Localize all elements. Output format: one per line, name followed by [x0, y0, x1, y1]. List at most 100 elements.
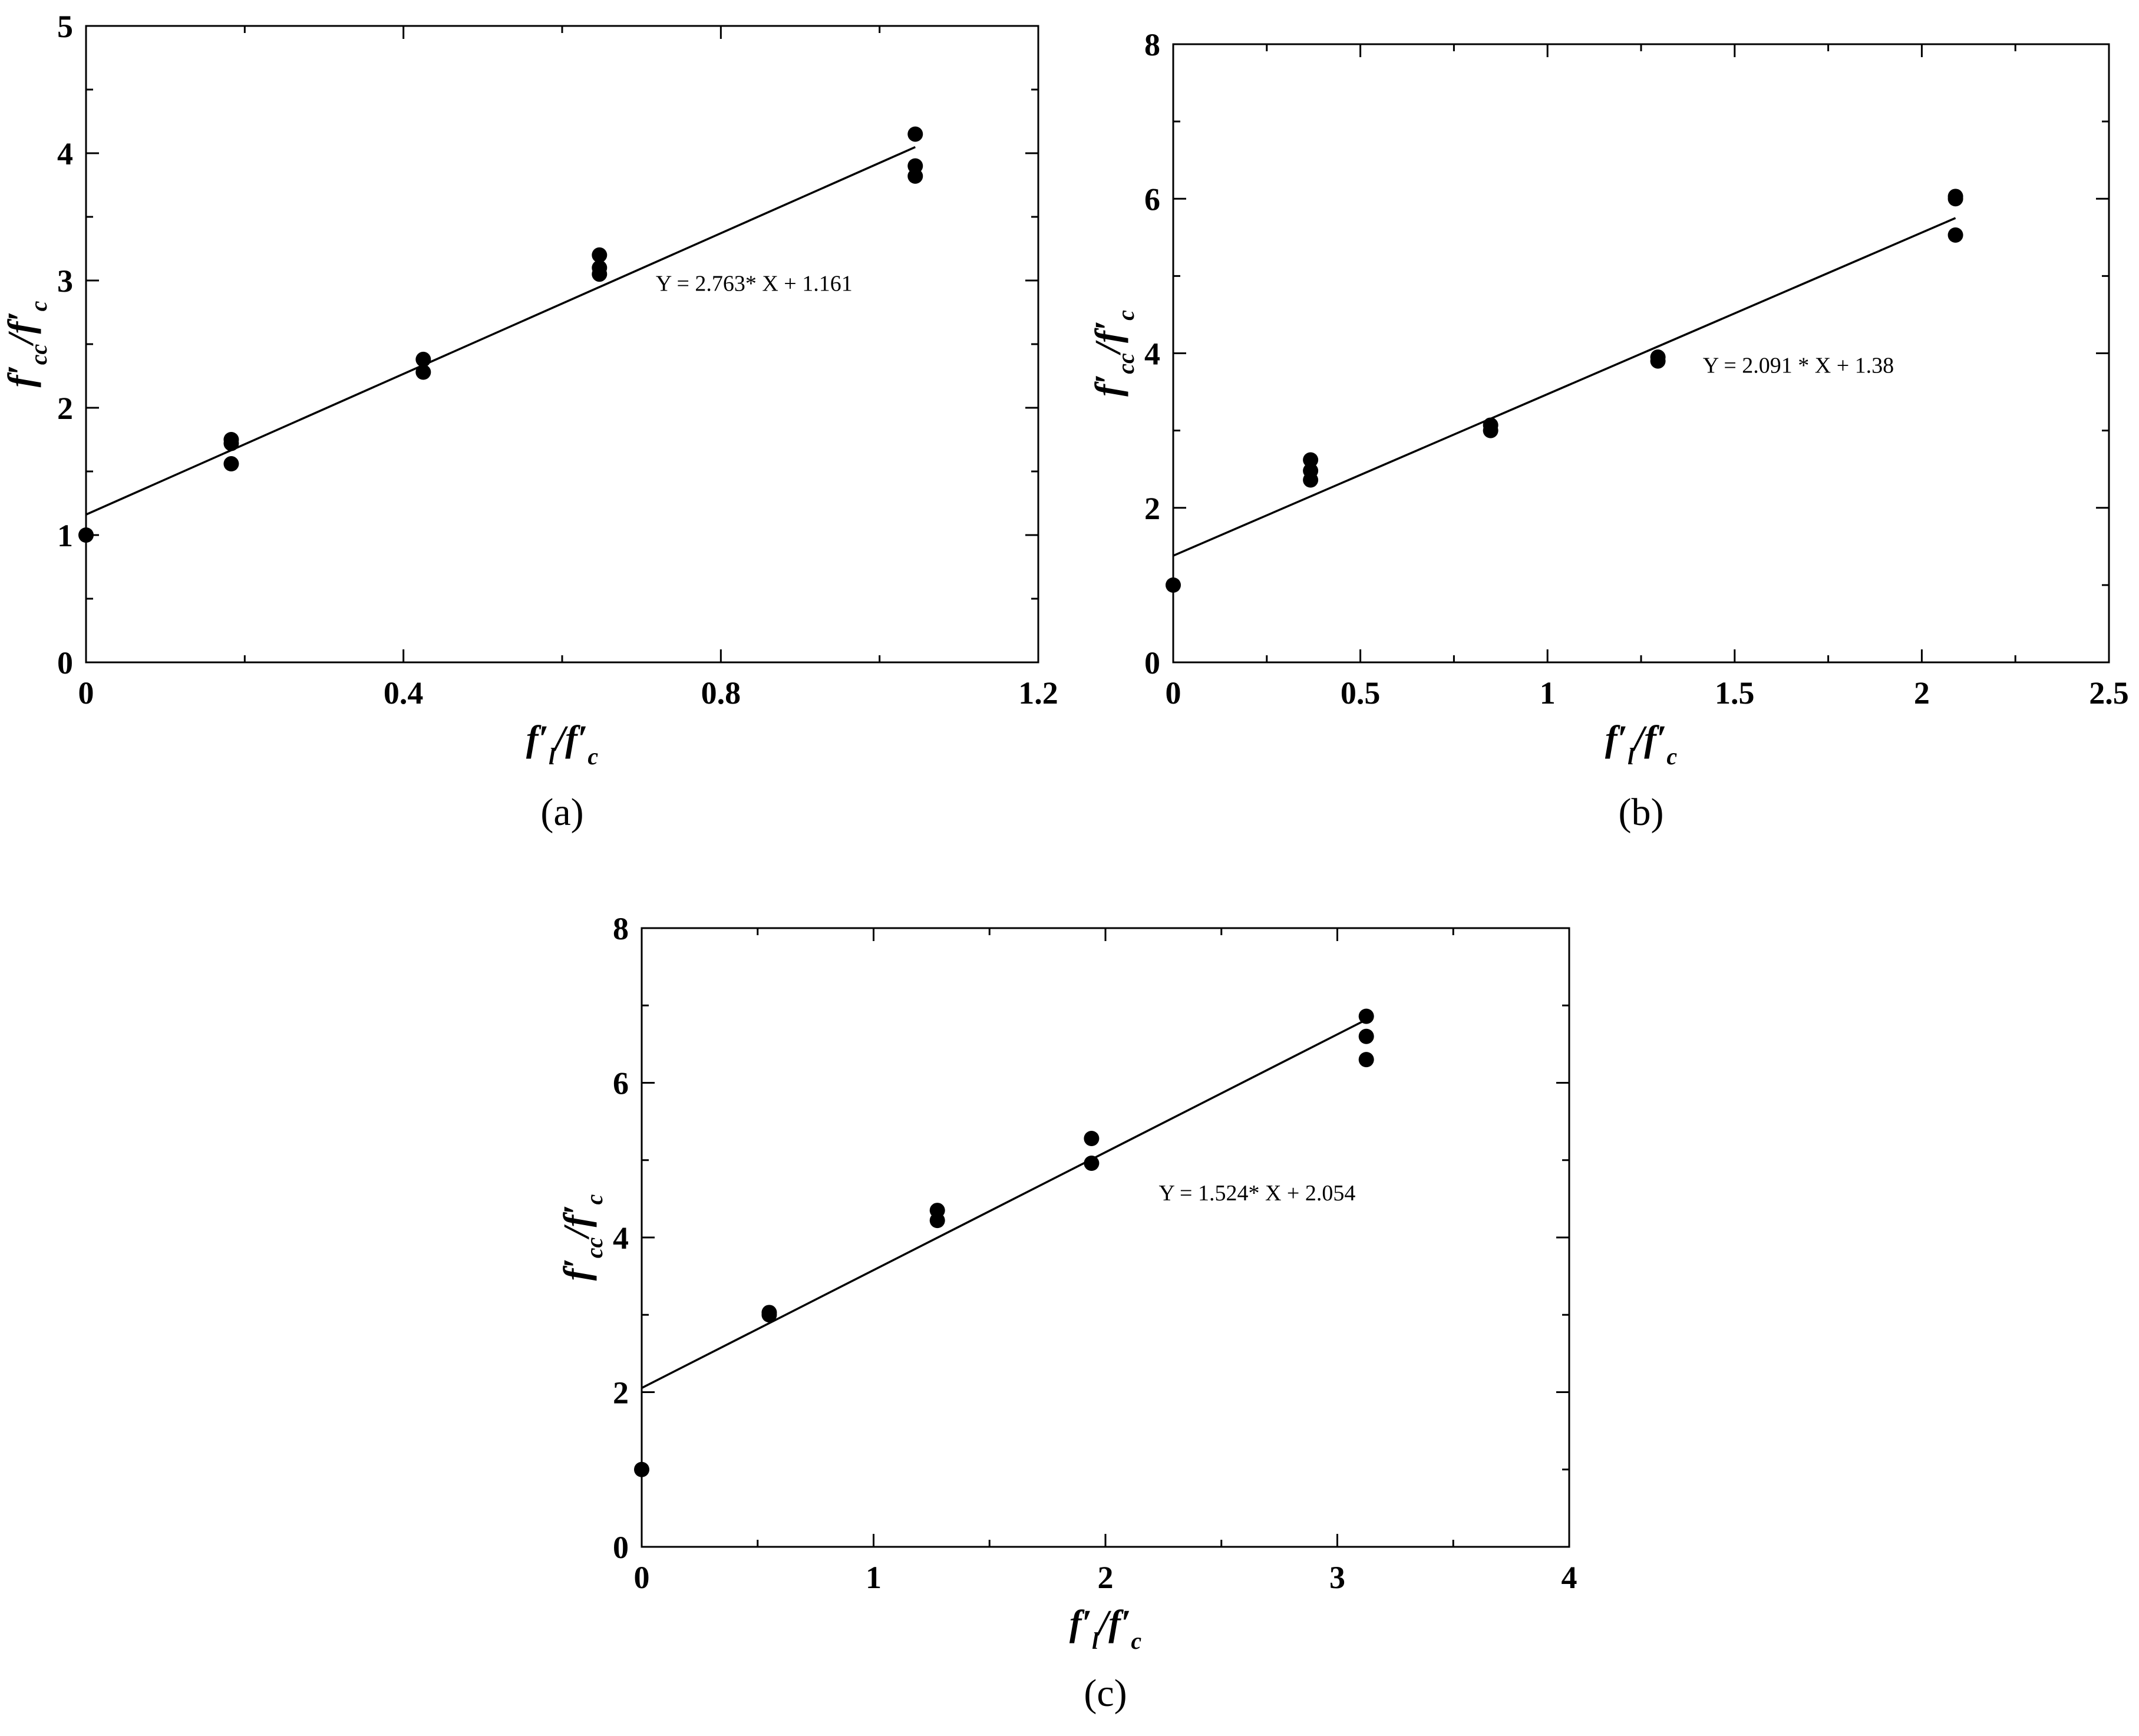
- y-axis-label-sub2: c: [1113, 310, 1139, 321]
- y-tick-label: 0: [1144, 645, 1160, 681]
- regression-equation: Y = 2.763* X + 1.161: [656, 271, 853, 296]
- data-point: [592, 266, 608, 282]
- y-axis-label-sub: cc: [25, 344, 52, 365]
- y-axis-label-sep: /f′: [557, 1204, 597, 1239]
- x-tick-label: 1.2: [1018, 675, 1058, 711]
- y-axis-label-sep: /f′: [1088, 321, 1128, 355]
- x-axis-label-main: f′: [1605, 719, 1628, 759]
- y-tick-label: 3: [57, 263, 73, 299]
- x-tick-label: 2: [1098, 1560, 1114, 1595]
- x-tick-label: 1: [1540, 675, 1556, 711]
- panel-label: (a): [540, 791, 583, 834]
- x-axis-label-sub: l: [549, 743, 556, 770]
- x-axis-label: f′l/f′c: [1605, 719, 1678, 770]
- regression-line: [85, 146, 916, 516]
- y-axis-label-main: f′: [1, 365, 41, 387]
- data-point: [1947, 191, 1963, 207]
- data-point: [634, 1461, 649, 1477]
- panel-label: (b): [1619, 791, 1664, 834]
- x-axis-label-main: f′: [1070, 1603, 1092, 1643]
- x-axis-label-sep: /f′: [1096, 1603, 1131, 1643]
- y-tick-label: 4: [1144, 336, 1160, 372]
- y-tick-label: 6: [613, 1066, 629, 1101]
- y-tick-label: 1: [57, 518, 73, 553]
- y-axis-label-sub2: c: [25, 301, 52, 311]
- data-point: [907, 126, 923, 142]
- data-point: [761, 1307, 777, 1323]
- plot-frame: [85, 25, 1039, 664]
- regression-line: [1173, 217, 1956, 557]
- x-tick-label: 0.5: [1341, 675, 1381, 711]
- y-tick-label: 0: [613, 1530, 629, 1565]
- plot-frame: [641, 927, 1570, 1548]
- y-tick-label: 2: [57, 391, 73, 426]
- y-tick-label: 4: [57, 136, 73, 171]
- x-tick-label: 0: [634, 1560, 650, 1595]
- data-point: [1358, 1028, 1374, 1044]
- x-tick-label: 3: [1329, 1560, 1345, 1595]
- y-tick-label: 8: [613, 911, 629, 946]
- data-point: [1650, 353, 1666, 369]
- y-tick-label: 2: [613, 1375, 629, 1411]
- x-tick-label: 4: [1562, 1560, 1577, 1595]
- y-tick-label: 0: [57, 645, 73, 681]
- y-tick-label: 2: [1144, 491, 1160, 526]
- x-tick-label: 2: [1914, 675, 1930, 711]
- x-axis-label-sub2: c: [1666, 743, 1677, 770]
- y-tick-label: 6: [1144, 181, 1160, 217]
- data-point: [1084, 1131, 1100, 1146]
- data-point: [1303, 472, 1319, 488]
- data-point: [1358, 1008, 1374, 1024]
- data-point: [415, 364, 431, 380]
- panel-label: (c): [1084, 1672, 1127, 1715]
- y-axis-label-sub: cc: [581, 1237, 608, 1258]
- x-tick-label: 1: [866, 1560, 882, 1595]
- x-axis-label-sub: l: [1628, 743, 1635, 770]
- x-axis-label: f′l/f′c: [526, 719, 599, 770]
- regression-equation: Y = 2.091 * X + 1.38: [1703, 353, 1894, 378]
- y-axis-label-sep: /f′: [1, 311, 41, 346]
- y-tick-label: 5: [57, 9, 73, 44]
- x-tick-label: 1.5: [1715, 675, 1755, 711]
- data-point: [592, 247, 608, 263]
- y-axis-label-sub: cc: [1113, 353, 1139, 374]
- y-axis-label: f′cc/f′c: [1088, 310, 1139, 397]
- data-point: [1947, 227, 1963, 243]
- data-point: [78, 527, 94, 543]
- data-point: [415, 351, 431, 367]
- data-point: [1303, 452, 1319, 468]
- data-point: [929, 1213, 945, 1229]
- data-point: [1084, 1156, 1100, 1171]
- x-axis-label: f′l/f′c: [1070, 1603, 1142, 1654]
- x-tick-label: 0: [1166, 675, 1181, 711]
- y-axis-label-sub2: c: [581, 1194, 608, 1204]
- y-axis-label: f′cc/f′c: [1, 301, 52, 387]
- x-axis-label-sep: /f′: [553, 719, 587, 759]
- data-point: [1358, 1052, 1374, 1068]
- x-tick-label: 0.8: [701, 675, 741, 711]
- y-axis-label-main: f′: [1088, 374, 1128, 397]
- data-point: [223, 435, 239, 451]
- data-point: [1483, 423, 1498, 438]
- y-tick-label: 8: [1144, 27, 1160, 62]
- regression-line: [641, 1018, 1367, 1389]
- regression-equation: Y = 1.524* X + 2.054: [1159, 1181, 1356, 1206]
- y-tick-label: 4: [613, 1220, 629, 1256]
- x-axis-label-sub2: c: [1131, 1628, 1141, 1654]
- x-tick-label: 0.4: [384, 675, 424, 711]
- x-tick-label: 2.5: [2089, 675, 2129, 711]
- x-axis-label-sub: l: [1092, 1628, 1099, 1654]
- y-axis-label: f′cc/f′c: [557, 1194, 608, 1280]
- y-axis-label-main: f′: [557, 1258, 597, 1280]
- data-point: [907, 168, 923, 184]
- data-point: [1166, 577, 1181, 593]
- x-axis-label-sub2: c: [587, 743, 598, 770]
- x-tick-label: 0: [78, 675, 94, 711]
- x-axis-label-sep: /f′: [1632, 719, 1666, 759]
- data-point: [223, 456, 239, 472]
- x-axis-label-main: f′: [526, 719, 549, 759]
